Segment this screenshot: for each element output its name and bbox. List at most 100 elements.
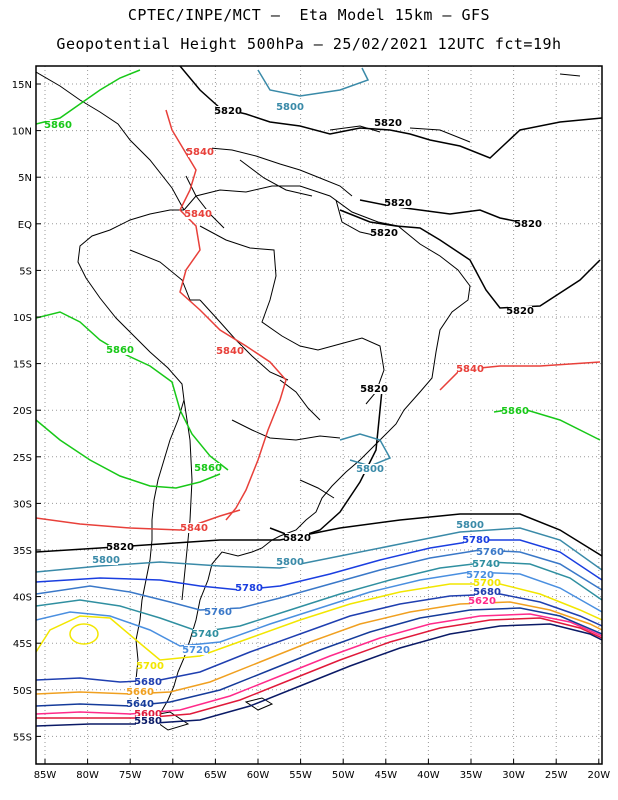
contour-label: 5820 [506,306,534,317]
lat-tick-label: 20S [13,406,32,417]
contour-label-background [186,209,210,219]
contour-5820-north [179,66,602,159]
contour-label-background [470,596,494,606]
contour-5820-south [36,513,602,557]
contour-label: 5580 [134,716,162,727]
contour-label: 5800 [92,555,120,566]
lon-tick-label: 45W [374,770,397,781]
contour-label: 5820 [360,384,388,395]
contour-label: 5840 [186,147,214,158]
contour-label: 5620 [468,596,496,607]
contour-label: 5700 [473,578,501,589]
contour-label-background [503,406,527,416]
contour-5860-west [36,311,229,471]
lat-tick-label: 55S [13,732,32,743]
longitude-ticks: 85W 80W 75W 70W 65W 60W 55W 50W 45W 40W 35W 30W 25W 2… [34,759,610,781]
contour-label: 5720 [466,570,494,581]
contour-label: 5820 [514,219,542,230]
contour-5800-center [339,433,392,467]
contour-label: 5740 [191,629,219,640]
lon-tick-label: 50W [332,770,355,781]
contour-5660 [36,601,602,695]
contour-label: 5860 [44,120,72,131]
lat-tick-label: 5S [19,266,32,277]
contour-label: 5820 [370,228,398,239]
contour-label-background [362,384,386,394]
contours [36,66,602,727]
contour-5620 [36,613,602,715]
contour-label-background [285,533,309,543]
lat-tick-label: 40S [13,593,32,604]
contour-label-background [278,102,302,112]
contour-label: 5680 [473,587,501,598]
contour-label: 5800 [276,557,304,568]
lon-tick-label: 80W [76,770,99,781]
contour-label-background [376,118,400,128]
contour-label: 5780 [462,535,490,546]
contour-label-background [464,535,488,545]
contour-5820-east [339,209,601,309]
contour-label: 5800 [456,520,484,531]
contour-label: 5840 [184,209,212,220]
graticule-grid [36,66,602,764]
northern-coast [185,147,353,197]
contour-label: 5800 [276,102,304,113]
contour-label-background [188,147,212,157]
contour-label: 5600 [134,709,162,720]
contour-label: 5860 [194,463,222,474]
contour-5800-south [36,527,602,573]
contour-label-background [516,219,540,229]
lat-tick-label: 15S [13,360,32,371]
contour-5740 [36,561,602,633]
contour-label-background [478,547,502,557]
title-line-2: Geopotential Height 500hPa – 25/02/2021 … [56,35,562,53]
contour-label-background [108,345,132,355]
contour-label-background [216,106,240,116]
contour-label-background [218,346,242,356]
contour-label-background [372,228,396,238]
contour-label: 5820 [384,198,412,209]
contour-label-background [386,198,410,208]
border-argentina [231,419,341,441]
lon-tick-label: 35W [460,770,483,781]
lat-tick-label: 45S [13,639,32,650]
lat-tick-label: 25S [13,453,32,464]
lat-tick-label: 35S [13,546,32,557]
contour-label: 5680 [134,677,162,688]
lat-tick-label: 15N [12,80,32,91]
lon-tick-label: 70W [161,770,184,781]
contour-label: 5700 [136,661,164,672]
border-venezuela [239,159,313,197]
plot-frame [35,65,603,765]
contour-label-background [46,120,70,130]
border-brazil-west [199,225,385,405]
caribbean-islands [329,73,581,143]
contour-label-background [193,629,217,639]
lat-tick-label: 10S [13,313,32,324]
lon-tick-label: 25W [545,770,568,781]
contour-labels: 5860 5820 5800 5820 5840 5840 5820 5820 5820 5820… [44,102,542,727]
lat-tick-label: 10N [12,127,32,138]
contour-label: 5740 [472,559,500,570]
contour-5800-north [257,67,370,97]
contour-label-background [182,523,206,533]
falklands [244,697,274,711]
lat-tick-label: EQ [18,220,32,231]
central-america-coast [36,71,185,211]
contour-label-background [108,542,132,552]
lon-tick-label: 30W [502,770,525,781]
contour-label: 5760 [204,607,232,618]
contour-5860-southwest [36,419,221,489]
border-uruguay [299,479,335,499]
contour-5600 [36,617,602,719]
tierra-del-fuego [146,711,190,731]
contour-label-background [138,661,162,671]
contour-label-background [278,557,302,567]
contour-label: 5820 [374,118,402,129]
contour-label: 5660 [126,687,154,698]
contour-5840-east [439,361,601,391]
contour-label: 5780 [235,583,263,594]
contour-label-background [458,520,482,530]
border-peru [129,249,200,301]
